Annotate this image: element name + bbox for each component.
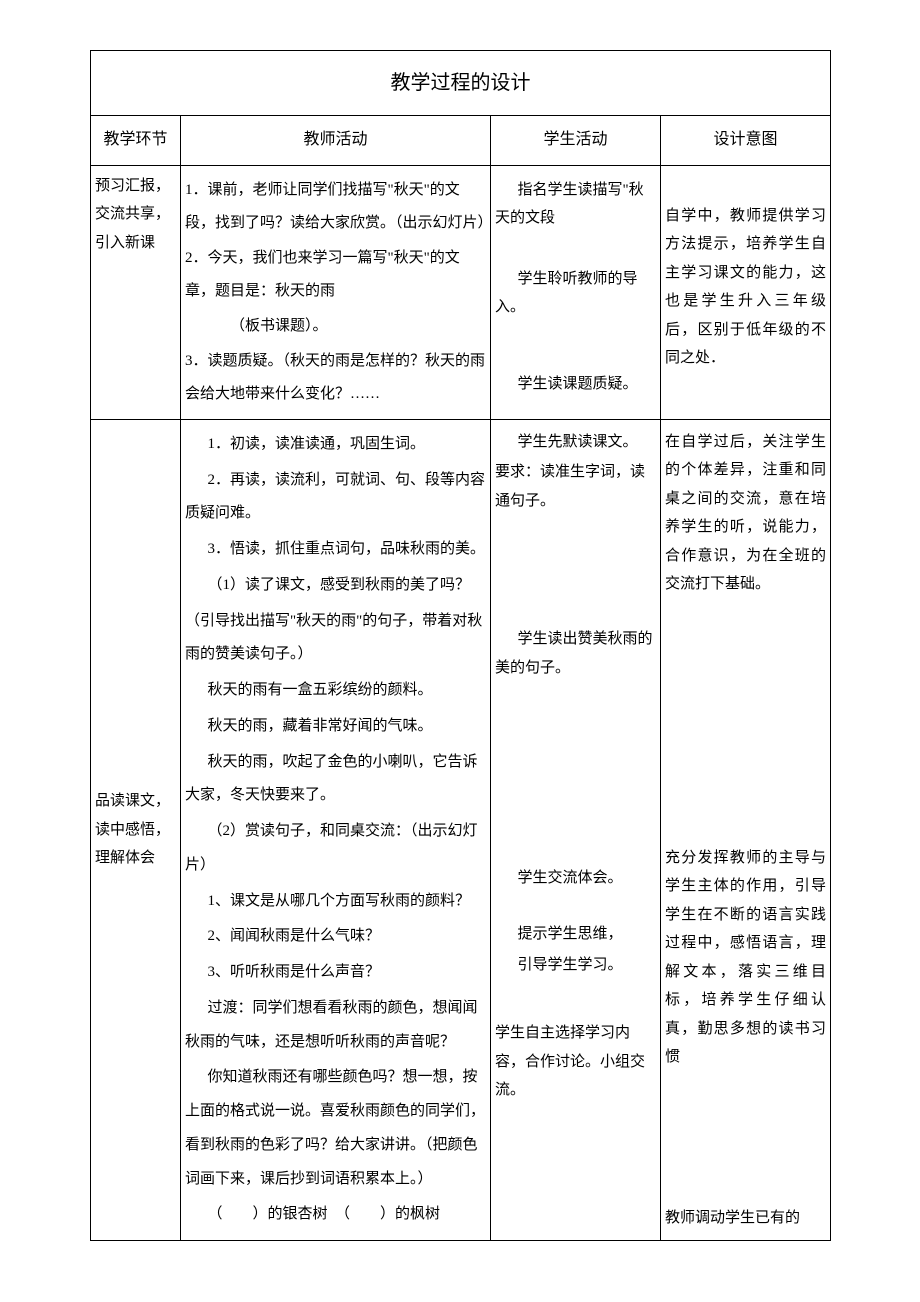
teacher-line: 秋天的雨，吹起了金色的小喇叭，它告诉大家，冬天快要来了。	[185, 746, 486, 814]
student-cell-1: 指名学生读描写"秋天的文段 学生聆听教师的导入。 学生读课题质疑。	[491, 165, 661, 419]
student-line: 学生先默读课文。	[495, 428, 656, 457]
student-line: 指名学生读描写"秋天的文段	[495, 176, 656, 233]
header-row: 教学环节 教师活动 学生活动 设计意图	[91, 116, 831, 166]
intent-text: 自学中，教师提供学习方法提示，培养学生自主学习课文的能力，这也是学生升入三年级后…	[665, 202, 826, 373]
header-intent: 设计意图	[661, 116, 831, 166]
teacher-line: （ ）的银杏树 （ ）的枫树	[185, 1198, 486, 1232]
teacher-line: 2．今天，我们也来学习一篇写"秋天"的文章，题目是：秋天的雨	[185, 242, 486, 308]
teacher-line: 3、听听秋雨是什么声音？	[185, 956, 486, 990]
title-row: 教学过程的设计	[91, 51, 831, 116]
student-line: 学生交流体会。	[495, 864, 656, 893]
teacher-cell-1: 1．课前，老师让同学们找描写"秋天"的文段，找到了吗？读给大家欣赏。（出示幻灯片…	[181, 165, 491, 419]
teacher-line: 1．初读，读准读通，巩固生词。	[185, 428, 486, 462]
teacher-line: 过渡：同学们想看看秋雨的颜色，想闻闻秋雨的气味，还是想听听秋雨的声音呢？	[185, 992, 486, 1060]
header-phase: 教学环节	[91, 116, 181, 166]
lesson-plan-table: 教学过程的设计 教学环节 教师活动 学生活动 设计意图 预习汇报，交流共享，引入…	[90, 50, 831, 1241]
student-line: 引导学生学习。	[495, 951, 656, 980]
student-line: 学生读课题质疑。	[495, 370, 656, 399]
phase-cell-2: 品读课文，读中感悟，理解体会	[91, 419, 181, 1240]
teacher-line: （1）读了课文，感受到秋雨的美了吗？	[185, 569, 486, 603]
student-line: 提示学生思维，	[495, 920, 656, 949]
teacher-line: 2．再读，读流利，可就词、句、段等内容质疑问难。	[185, 464, 486, 532]
student-cell-2c	[491, 1196, 661, 1241]
intent-text: 在自学过后，关注学生的个体差异，注重和同桌之间的交流，意在培养学生的听，说能力，…	[665, 428, 826, 599]
page-title: 教学过程的设计	[91, 51, 831, 116]
teacher-line: 你知道秋雨还有哪些颜色吗？想一想，按上面的格式说一说。喜爱秋雨颜色的同学们，看到…	[185, 1061, 486, 1196]
teacher-cell-2: 1．初读，读准读通，巩固生词。 2．再读，读流利，可就词、句、段等内容质疑问难。…	[181, 419, 491, 1240]
intent-text: 教师调动学生已有的	[665, 1204, 826, 1233]
teacher-line: 2、闻闻秋雨是什么气味？	[185, 920, 486, 954]
student-line: 学生读出赞美秋雨的美的句子。	[495, 625, 656, 682]
table-row: 品读课文，读中感悟，理解体会 1．初读，读准读通，巩固生词。 2．再读，读流利，…	[91, 419, 831, 752]
student-cell-2a: 学生先默读课文。 要求：读准生字词，读通句子。 学生读出赞美秋雨的美的句子。	[491, 419, 661, 752]
student-cell-2b: 学生交流体会。 提示学生思维， 引导学生学习。 学生自主选择学习内容，合作讨论。…	[491, 753, 661, 1196]
teacher-line: （引导找出描写"秋天的雨"的句子，带着对秋雨的赞美读句子。）	[185, 605, 486, 673]
teacher-line: 秋天的雨，藏着非常好闻的气味。	[185, 710, 486, 744]
teacher-line: 3．悟读，抓住重点词句，品味秋雨的美。	[185, 533, 486, 567]
teacher-line: 秋天的雨有一盒五彩缤纷的颜料。	[185, 674, 486, 708]
intent-cell-1: 自学中，教师提供学习方法提示，培养学生自主学习课文的能力，这也是学生升入三年级后…	[661, 165, 831, 419]
table-row: 预习汇报，交流共享，引入新课 1．课前，老师让同学们找描写"秋天"的文段，找到了…	[91, 165, 831, 419]
teacher-line: 3．读题质疑。（秋天的雨是怎样的？秋天的雨会给大地带来什么变化？……	[185, 345, 486, 411]
teacher-line: （板书课题）。	[185, 310, 486, 343]
teacher-line: （2）赏读句子，和同桌交流：（出示幻灯片）	[185, 815, 486, 883]
teacher-line: 1、课文是从哪几个方面写秋雨的颜料？	[185, 885, 486, 919]
header-teacher: 教师活动	[181, 116, 491, 166]
teacher-line: 1．课前，老师让同学们找描写"秋天"的文段，找到了吗？读给大家欣赏。（出示幻灯片…	[185, 174, 486, 240]
intent-cell-2a: 在自学过后，关注学生的个体差异，注重和同桌之间的交流，意在培养学生的听，说能力，…	[661, 419, 831, 752]
header-student: 学生活动	[491, 116, 661, 166]
intent-cell-2b: 充分发挥教师的主导与学生主体的作用，引导学生在不断的语言实践过程中，感悟语言，理…	[661, 753, 831, 1196]
student-line: 学生自主选择学习内容，合作讨论。小组交流。	[495, 1019, 656, 1105]
intent-cell-2c: 教师调动学生已有的	[661, 1196, 831, 1241]
phase-cell-1: 预习汇报，交流共享，引入新课	[91, 165, 181, 419]
student-line: 要求：读准生字词，读通句子。	[495, 458, 656, 515]
student-line: 学生聆听教师的导入。	[495, 265, 656, 322]
lesson-plan-page: 教学过程的设计 教学环节 教师活动 学生活动 设计意图 预习汇报，交流共享，引入…	[90, 50, 830, 1241]
intent-text: 充分发挥教师的主导与学生主体的作用，引导学生在不断的语言实践过程中，感悟语言，理…	[665, 844, 826, 1072]
